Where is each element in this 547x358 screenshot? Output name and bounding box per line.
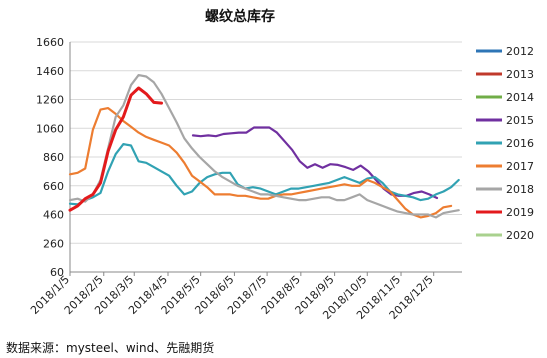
grid-lines [70,41,462,273]
legend-label-2014: 2014 [506,91,534,104]
series-line-2018 [68,73,460,219]
chart-title: 螺纹总库存 [205,8,275,25]
y-tick-label: 860 [43,151,64,164]
axes: 6026046066086010601260146016602018/1/520… [28,36,462,322]
y-tick-label: 1660 [36,36,64,49]
legend: 2012 2013 2014 2015 2016 2017 2018 2019 2020 [476,45,534,242]
legend-label-2018: 2018 [506,183,534,196]
series-lines [68,73,460,219]
series-line-2017 [68,106,453,219]
source-note: 数据来源：mysteel、wind、先融期货 [6,340,214,355]
y-tick-label: 660 [43,180,64,193]
legend-label-2013: 2013 [506,68,534,81]
y-tick-label: 260 [43,237,64,250]
legend-label-2019: 2019 [506,206,534,219]
legend-label-2015: 2015 [506,114,534,127]
series-line-2015 [191,126,439,200]
series-line-2019 [68,86,163,212]
y-tick-label: 1260 [36,94,64,107]
y-tick-label: 1060 [36,122,64,135]
legend-label-2020: 2020 [506,229,534,242]
y-tick-label: 1460 [36,65,64,78]
y-tick-label: 60 [50,266,64,279]
legend-label-2017: 2017 [506,160,534,173]
legend-label-2012: 2012 [506,45,534,58]
legend-label-2016: 2016 [506,137,534,150]
y-tick-label: 460 [43,209,64,222]
series-line-2016 [68,143,460,206]
